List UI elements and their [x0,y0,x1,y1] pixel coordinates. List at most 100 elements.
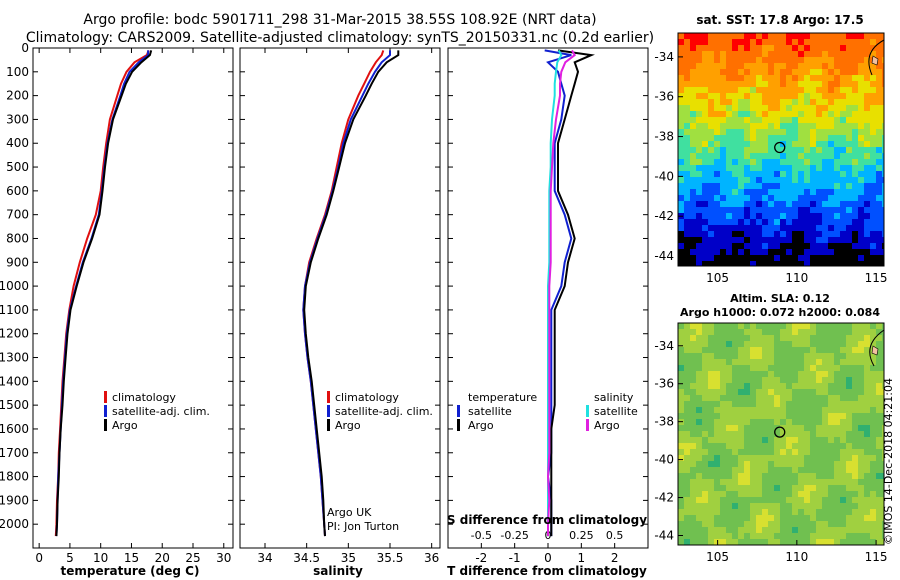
sst-cell [780,39,787,46]
salinity-xlabel: salinity [313,564,363,578]
sst-cell [732,219,739,226]
sla-cell [738,419,745,426]
sla-cell [840,377,847,384]
sla-cell [678,389,685,396]
sla-cell [774,503,781,510]
sla-cell [690,509,697,516]
sla-cell [678,485,685,492]
sla-cell [834,443,841,450]
sst-cell [786,111,793,118]
sst-cell [840,33,847,40]
sst-cell [864,243,871,250]
difference-xlabel-top: S difference from climatology [447,513,647,527]
sla-cell [852,455,859,462]
sst-star-marker [871,55,879,66]
sla-cell [702,455,709,462]
sst-cell [714,213,721,220]
sst-cell [738,57,745,64]
sst-cell [852,141,859,148]
sst-cell [786,231,793,238]
sla-cell [804,407,811,414]
sst-cell [828,261,835,266]
sst-cell [822,201,829,208]
sla-cell [852,491,859,498]
sst-cell [744,45,751,52]
sla-cell [780,485,787,492]
sst-cell [792,153,799,160]
sst-cell [744,201,751,208]
sst-cell [876,261,883,266]
sst-cell [852,207,859,214]
sla-cell [690,503,697,510]
sla-cell [708,401,715,408]
sst-cell [786,69,793,76]
sla-cell [684,329,691,336]
sst-cell [708,51,715,58]
sst-cell [726,45,733,52]
sst-cell [828,69,835,76]
sst-cell [762,177,769,184]
sla-cell [786,527,793,534]
sst-cell [780,111,787,118]
sst-cell [738,255,745,262]
sla-cell [690,323,697,330]
sst-cell [732,171,739,178]
sla-cell [810,515,817,522]
sla-cell [744,521,751,528]
sla-cell [786,341,793,348]
sla-cell [774,479,781,486]
sla-cell [732,485,739,492]
sla-cell [750,389,757,396]
sst-cell [714,171,721,178]
sst-cell [876,87,883,94]
sst-cell [828,267,835,274]
sla-cell [792,353,799,360]
sla-cell [840,479,847,486]
sst-cell [882,87,884,94]
sst-cell [876,75,883,82]
sla-cell [828,371,835,378]
sla-cell [750,539,757,545]
temperature-xlabel: temperature (deg C) [61,564,200,578]
sla-cell [762,503,769,510]
sla-cell [864,521,871,528]
sst-cell [690,99,697,106]
sla-cell [756,425,763,432]
sla-cell [858,323,865,330]
sla-cell [798,371,805,378]
sst-cell [786,81,793,88]
sla-cell [744,509,751,516]
sst-cell [762,165,769,172]
sla-cell [756,479,763,486]
sla-cell [750,407,757,414]
sla-cell [786,329,793,336]
sst-cell [798,213,805,220]
sla-cell [786,539,793,545]
sst-cell [744,81,751,88]
sla-cell [792,527,799,534]
sla-cell [774,341,781,348]
sla-cell [792,479,799,486]
sst-cell [708,39,715,46]
sst-cell [810,237,817,244]
sst-cell [876,123,883,130]
sla-cell [870,533,877,540]
sst-cell [690,33,697,40]
sst-cell [828,93,835,100]
sla-cell [876,323,883,330]
sla-cell [792,539,799,545]
sst-cell [822,111,829,118]
sst-cell [702,87,709,94]
sst-cell [732,81,739,88]
sst-cell [852,33,859,40]
sla-cell [858,461,865,468]
sst-cell [696,117,703,124]
sst-cell [876,147,883,154]
sst-cell [882,93,884,100]
sst-cell [678,195,685,202]
credit-line2: PI: Jon Turton [327,520,399,533]
sst-cell [840,261,847,266]
sla-cell [750,341,757,348]
sla-cell [804,455,811,462]
sla-cell [870,479,877,486]
